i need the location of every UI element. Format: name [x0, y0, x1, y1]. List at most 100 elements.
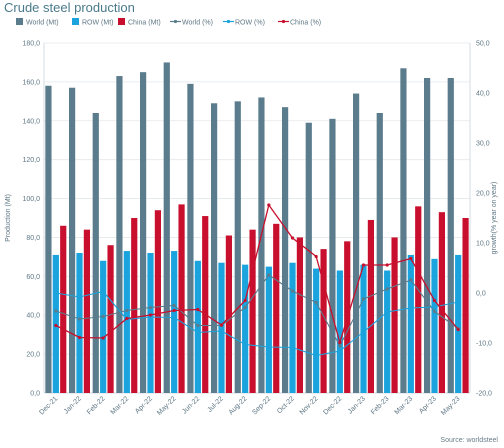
- x-tick-label: Mar-23: [394, 395, 415, 416]
- y-tick-label: 100,0: [22, 196, 40, 203]
- world-growth-point: [54, 309, 58, 313]
- china-bar: [391, 237, 398, 393]
- row-growth-point: [172, 315, 176, 320]
- legend-item: World (Mt): [16, 18, 59, 27]
- row-growth-point: [456, 300, 460, 304]
- china-growth-point: [148, 313, 153, 317]
- row-bar: [171, 251, 178, 393]
- y-axis-title: Production (Mt): [5, 194, 12, 242]
- x-tick-label: Apr-23: [418, 395, 438, 415]
- x-tick-label: Jan-23: [347, 395, 367, 415]
- china-growth-point: [101, 336, 105, 340]
- x-tick-label: Dec-21: [38, 395, 59, 416]
- row-growth-point: [77, 295, 82, 299]
- row-bar: [407, 254, 414, 393]
- x-tick-label: May-23: [440, 395, 462, 417]
- row-bar: [384, 270, 391, 393]
- world-bar: [69, 87, 76, 393]
- row-growth-point: [290, 345, 295, 350]
- y-tick-label: 0,0: [30, 391, 40, 398]
- world-growth-point: [148, 305, 153, 310]
- china-bar: [415, 206, 422, 393]
- china-bar: [202, 216, 209, 393]
- world-growth-point: [125, 308, 129, 313]
- legend-label: China (Mt): [128, 20, 161, 27]
- y2-tick-label: 0,0: [476, 291, 486, 298]
- legend-label: World (Mt): [26, 20, 59, 27]
- row-bar: [147, 253, 154, 393]
- world-bar: [92, 113, 99, 393]
- y2-tick-label: 20,0: [476, 191, 490, 198]
- x-tick-label: May-22: [156, 395, 178, 417]
- china-bar: [296, 237, 303, 393]
- legend-swatch: [118, 18, 125, 25]
- y2-tick-label: -20,0: [476, 391, 492, 398]
- world-bar: [400, 68, 407, 394]
- y-tick-label: 20,0: [26, 352, 40, 359]
- world-growth-point: [409, 278, 413, 282]
- china-growth-point: [196, 307, 200, 312]
- x-tick-label: Aug-22: [228, 395, 249, 416]
- china-growth-point: [338, 340, 342, 345]
- legend-item: China (%): [278, 20, 321, 27]
- china-bar: [462, 218, 469, 393]
- x-tick-label: Feb-23: [370, 395, 391, 416]
- row-bar: [336, 270, 343, 393]
- world-bar: [258, 97, 265, 393]
- china-growth-point: [54, 323, 58, 328]
- row-bar: [123, 251, 130, 393]
- china-bar: [178, 204, 185, 393]
- china-growth-line: [55, 203, 459, 345]
- x-tick-label: Oct-22: [276, 395, 296, 415]
- row-bar: [455, 254, 462, 393]
- y-tick-label: 120,0: [22, 157, 40, 164]
- y-tick-label: 40,0: [26, 313, 40, 320]
- world-growth-point: [77, 317, 82, 321]
- world-growth-point: [243, 305, 247, 310]
- china-bar: [367, 219, 374, 393]
- china-growth-point: [385, 263, 389, 267]
- row-growth-line: [55, 290, 459, 357]
- row-growth-point: [267, 345, 271, 349]
- china-bar: [225, 235, 232, 393]
- world-bar: [163, 62, 170, 393]
- world-growth-point: [267, 273, 271, 277]
- y2-axis-title: growth(% year on year): [491, 182, 498, 255]
- x-tick-label: Apr-22: [134, 395, 154, 415]
- x-tick-label: Jun-22: [181, 395, 201, 415]
- world-growth-point: [432, 309, 437, 314]
- y2-tick-label: 10,0: [476, 241, 490, 248]
- world-growth-point: [172, 303, 176, 308]
- y2-tick-label: -10,0: [476, 341, 492, 348]
- y2-tick-label: 50,0: [476, 41, 490, 48]
- x-tick-label: Feb-22: [86, 395, 107, 416]
- world-bar: [282, 107, 289, 394]
- row-growth-point: [196, 330, 200, 335]
- china-bar: [83, 229, 90, 393]
- row-bar: [242, 264, 249, 393]
- world-bar: [305, 122, 312, 393]
- china-bar: [320, 249, 327, 393]
- y-tick-label: 180,0: [22, 41, 40, 48]
- china-growth-point: [172, 308, 176, 313]
- world-bar: [140, 72, 147, 394]
- china-growth-point: [456, 327, 460, 332]
- world-growth-point: [290, 289, 295, 293]
- world-growth-point: [101, 314, 105, 319]
- china-growth-point: [125, 316, 129, 321]
- china-bar: [60, 225, 67, 393]
- china-growth-point: [77, 335, 82, 340]
- world-growth-point: [385, 287, 389, 291]
- legend-marker: [173, 19, 178, 24]
- y2-tick-label: 40,0: [476, 91, 490, 98]
- world-bar: [45, 85, 52, 394]
- row-growth-point: [338, 349, 342, 353]
- legend-marker: [226, 19, 231, 24]
- china-bar: [107, 245, 114, 393]
- legend-item: ROW (Mt): [72, 18, 114, 27]
- world-growth-point: [314, 300, 318, 305]
- world-bar: [187, 83, 194, 393]
- row-bar: [431, 258, 438, 393]
- china-growth-point: [267, 203, 271, 207]
